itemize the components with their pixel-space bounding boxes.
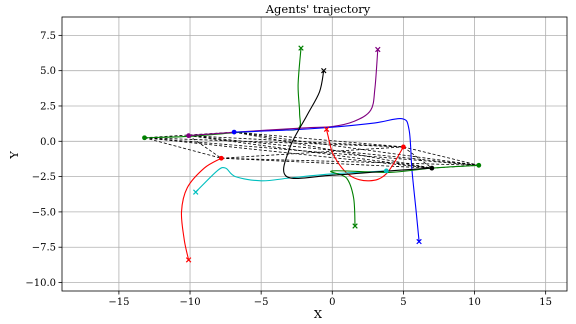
x-tick-label: −5	[254, 297, 269, 308]
formation-edge	[144, 137, 479, 166]
x-tick-label: 10	[468, 297, 481, 308]
trajectory-line	[234, 117, 420, 242]
formation-edge	[144, 137, 222, 159]
chart-title: Agents' trajectory	[265, 2, 371, 16]
start-point-marker	[401, 144, 406, 150]
start-point-marker	[142, 135, 147, 141]
formation-edge	[188, 135, 432, 169]
formation-edge	[221, 157, 479, 166]
formation-edge	[188, 135, 404, 148]
start-point-marker	[429, 165, 435, 171]
trajectory-markers	[142, 45, 482, 263]
formation-edge	[234, 131, 479, 166]
end-point-marker	[185, 257, 192, 263]
trajectory-series	[144, 48, 479, 261]
y-tick-label: 2.5	[40, 101, 56, 112]
trajectory-line	[180, 157, 222, 261]
end-point-marker	[416, 238, 422, 245]
formation-edge	[188, 135, 222, 159]
formation-edge	[403, 146, 433, 169]
start-point-marker	[218, 155, 224, 161]
y-tick-label: −10.0	[25, 278, 56, 289]
x-axis-label: X	[314, 307, 323, 321]
formation-edge	[221, 146, 404, 159]
y-axis-ticks: 7.5 5.0 2.5 0.0 −2.5 −5.0 −7.5 −10.0	[25, 31, 62, 289]
y-axis-label: Y	[7, 151, 21, 160]
formation-edge	[188, 135, 479, 166]
y-tick-label: −2.5	[32, 172, 56, 183]
trajectory-line	[326, 129, 404, 182]
y-tick-label: −5.0	[32, 207, 56, 218]
y-tick-label: 7.5	[40, 31, 56, 42]
x-tick-label: 0	[329, 297, 335, 308]
formation-edge	[144, 137, 404, 148]
end-point-marker	[192, 189, 199, 195]
grid-lines	[62, 17, 567, 291]
x-tick-label: 5	[400, 297, 406, 308]
trajectory-line	[144, 48, 302, 139]
x-tick-label: −10	[179, 297, 200, 308]
formation-edges	[144, 131, 479, 169]
y-tick-label: 5.0	[40, 66, 56, 77]
y-tick-label: 0.0	[40, 137, 56, 148]
end-point-marker	[321, 67, 327, 74]
formation-edge	[403, 146, 479, 166]
x-axis-ticks: −15 −10 −5 0 5 10 15	[108, 291, 552, 308]
y-tick-label: −7.5	[32, 243, 56, 254]
start-point-marker	[186, 133, 192, 139]
x-tick-label: 15	[539, 297, 552, 308]
formation-edge	[221, 157, 432, 169]
trajectory-line	[195, 166, 387, 193]
plot-frame	[61, 16, 568, 292]
trajectory-line	[330, 164, 479, 227]
end-point-marker	[298, 45, 304, 51]
x-tick-label: −15	[108, 297, 129, 308]
start-point-marker	[383, 168, 389, 174]
end-point-marker	[323, 126, 330, 133]
start-point-marker	[476, 162, 482, 168]
trajectory-line	[188, 49, 379, 137]
end-point-marker	[352, 223, 358, 229]
end-point-marker	[375, 46, 381, 53]
formation-edge	[234, 131, 404, 148]
start-point-marker	[231, 129, 237, 135]
